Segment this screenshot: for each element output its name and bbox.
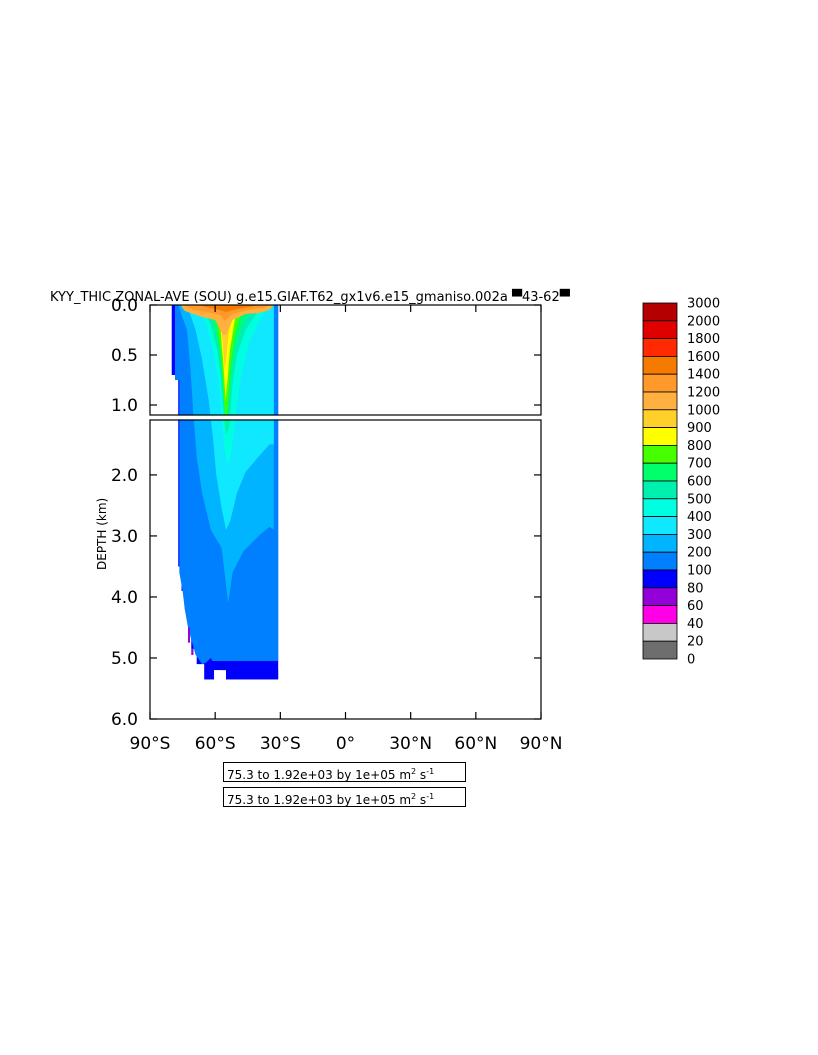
y-axis-label: DEPTH (km): [95, 498, 109, 570]
x-tick-label: 0°: [336, 734, 355, 754]
colorbar-swatch: [642, 391, 678, 411]
contour-info-1-text: 75.3 to 1.92e+03 by 1e+05 m: [227, 768, 412, 782]
colorbar: 3000200018001600140012001000900800700600…: [642, 297, 720, 668]
floor-gap: [214, 670, 221, 683]
colorbar-swatch: [642, 444, 678, 464]
colorbar-swatch: [642, 605, 678, 624]
colorbar-swatch: [642, 534, 678, 553]
units-sup-1b: -1: [426, 767, 435, 776]
colorbar-label: 300: [687, 528, 712, 543]
colorbar-swatch: [642, 551, 678, 571]
colorbar-swatch: [642, 623, 678, 642]
edge-speck-2: [191, 648, 194, 655]
field-band-700: [206, 305, 255, 430]
colorbar-swatch: [642, 516, 678, 535]
colorbar-swatch: [642, 409, 678, 428]
x-tick-label: 60°S: [195, 734, 236, 754]
colorbar-label: 600: [687, 475, 712, 490]
colorbar-swatch: [642, 373, 678, 393]
field-band-800: [210, 305, 248, 424]
colorbar-label: 1800: [687, 332, 720, 347]
colorbar-swatch: [642, 320, 678, 339]
y-tick-label: 0.5: [111, 346, 138, 366]
field-band-1600: [197, 305, 259, 312]
units-sup-2: 2: [411, 792, 417, 801]
colorbar-label: 100: [687, 564, 712, 579]
panel-break-gap: [149, 415, 542, 420]
colorbar-swatch: [642, 640, 678, 660]
colorbar-label: 2000: [687, 314, 720, 329]
contour-info-2: 75.3 to 1.92e+03 by 1e+05 m2 s-1: [223, 787, 466, 807]
colorbar-label: 3000: [687, 297, 720, 312]
colorbar-label: 800: [687, 439, 712, 454]
colorbar-swatch: [642, 498, 678, 517]
contour-info-1: 75.3 to 1.92e+03 by 1e+05 m2 s-1: [223, 762, 466, 782]
chart-title: KYY_THIC ZONAL-AVE (SOU) g.e15.GIAF.T62_…: [50, 288, 571, 305]
x-tick-label: 90°S: [130, 734, 171, 754]
y-tick-label: 1.0: [111, 396, 138, 416]
colorbar-label: 400: [687, 510, 712, 525]
colorbar-label: 1200: [687, 386, 720, 401]
colorbar-label: 20: [687, 635, 704, 650]
colorbar-label: 700: [687, 457, 712, 472]
contour-info-2-text: 75.3 to 1.92e+03 by 1e+05 m: [227, 793, 412, 807]
field-band-1200: [180, 305, 274, 335]
colorbar-label: 1600: [687, 350, 720, 365]
colorbar-label: 500: [687, 492, 712, 507]
x-tick-label: 90°N: [520, 734, 563, 754]
colorbar-swatch: [642, 569, 678, 589]
colorbar-label: 1400: [687, 368, 720, 383]
y-tick-label: 4.0: [111, 588, 138, 608]
colorbar-swatch: [642, 480, 678, 500]
x-tick-label: 30°S: [260, 734, 301, 754]
field-band-1400: [184, 305, 270, 321]
colorbar-label: 60: [687, 599, 704, 614]
colorbar-swatch: [642, 302, 678, 322]
axis-layer: 90°S 60°S 30°S 0° 30°N 60°N 90°N 0.0 0.5 1.0 2.0 3.…: [111, 296, 562, 754]
units-tail-2: s: [416, 793, 427, 807]
y-tick-label: 0.0: [111, 296, 138, 316]
x-tick-label: 30°N: [389, 734, 432, 754]
colorbar-swatch: [642, 427, 678, 446]
colorbar-label: 40: [687, 617, 704, 632]
colorbar-swatch: [642, 338, 678, 357]
y-tick-label: 2.0: [111, 466, 138, 486]
colorbar-label: 80: [687, 581, 704, 596]
units-tail-1: s: [416, 768, 427, 782]
y-tick-label: 3.0: [111, 527, 138, 547]
units-sup-2b: -1: [426, 792, 435, 801]
colorbar-swatch: [642, 462, 678, 482]
edge-speck-1: [188, 627, 190, 643]
field-layer: [149, 305, 542, 683]
units-sup-1: 2: [411, 767, 417, 776]
y-tick-label: 6.0: [111, 710, 138, 730]
colorbar-label: 200: [687, 546, 712, 561]
floor-patch-2: [226, 664, 279, 680]
colorbar-swatch: [642, 587, 678, 606]
x-tick-label: 60°N: [454, 734, 497, 754]
floor-patch-1: [204, 657, 215, 680]
colorbar-swatch: [642, 355, 678, 375]
colorbar-label: 0: [687, 653, 695, 668]
colorbar-label: 900: [687, 421, 712, 436]
colorbar-label: 1000: [687, 403, 720, 418]
y-tick-label: 5.0: [111, 649, 138, 669]
